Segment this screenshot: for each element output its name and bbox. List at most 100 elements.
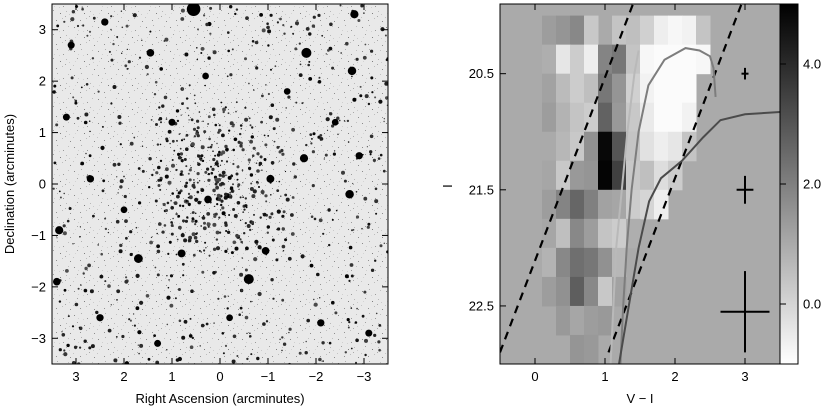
hess-cell (598, 73, 613, 104)
faint-star (236, 201, 241, 205)
sky-y-tick-label: 2 (39, 74, 46, 89)
faint-star (316, 272, 320, 277)
faint-star (66, 219, 70, 223)
faint-star (170, 199, 173, 202)
faint-star (74, 302, 79, 307)
faint-star (198, 111, 201, 113)
faint-star (191, 217, 195, 221)
faint-star (61, 333, 66, 337)
faint-star (221, 206, 225, 210)
faint-star (212, 188, 216, 193)
hess-cell (542, 247, 557, 278)
faint-star (128, 318, 131, 321)
faint-star (267, 135, 270, 137)
faint-star (212, 150, 214, 152)
faint-star (158, 118, 161, 121)
bright-star (317, 319, 325, 327)
faint-star (139, 300, 144, 305)
faint-star (224, 344, 228, 347)
faint-star (166, 275, 168, 277)
faint-star (249, 332, 251, 335)
faint-star (244, 204, 248, 208)
faint-star (298, 42, 301, 45)
faint-star (255, 243, 258, 246)
faint-star (347, 242, 350, 244)
faint-star (185, 181, 189, 185)
faint-star (328, 341, 332, 345)
faint-star (85, 152, 87, 155)
faint-star (224, 249, 228, 253)
faint-star (205, 322, 209, 326)
faint-star (279, 338, 281, 341)
faint-star (291, 196, 295, 199)
faint-star (193, 235, 198, 240)
faint-star (212, 157, 216, 162)
faint-star (119, 143, 122, 146)
faint-star (227, 31, 230, 34)
faint-star (206, 212, 211, 216)
faint-star (218, 124, 221, 127)
faint-star (295, 21, 299, 26)
bright-star (177, 249, 186, 258)
faint-star (70, 17, 75, 22)
faint-star (188, 168, 192, 172)
faint-star (226, 248, 229, 250)
bright-star (67, 41, 75, 49)
faint-star (153, 169, 155, 171)
faint-star (88, 346, 92, 350)
faint-star (63, 352, 68, 357)
faint-star (184, 184, 188, 188)
faint-star (241, 169, 244, 171)
faint-star (80, 284, 82, 286)
faint-star (203, 221, 206, 225)
faint-star (232, 148, 235, 152)
bright-star (55, 226, 64, 235)
hess-cell (570, 73, 585, 104)
faint-star (159, 179, 163, 182)
faint-star (190, 289, 194, 294)
faint-star (209, 145, 213, 149)
faint-star (158, 106, 161, 109)
faint-star (224, 144, 228, 149)
faint-star (249, 228, 252, 232)
hess-cell (556, 73, 571, 104)
faint-star (256, 152, 260, 156)
faint-star (226, 230, 231, 234)
faint-star (331, 124, 335, 128)
faint-star (169, 274, 174, 278)
faint-star (335, 209, 338, 212)
hess-cell (668, 44, 683, 75)
hess-cell (584, 131, 599, 162)
faint-star (77, 287, 80, 290)
faint-star (209, 6, 213, 10)
faint-star (66, 343, 70, 348)
faint-star (256, 356, 260, 361)
faint-star (186, 107, 189, 110)
faint-star (153, 93, 157, 96)
faint-star (360, 4, 364, 8)
faint-star (194, 219, 198, 223)
faint-star (333, 150, 336, 152)
hess-cell (626, 189, 641, 220)
faint-star (321, 341, 325, 345)
faint-star (248, 166, 252, 170)
faint-star (244, 315, 249, 320)
faint-star (350, 307, 353, 309)
faint-star (194, 197, 199, 202)
faint-star (76, 24, 80, 28)
hess-y-tick-label: 22.5 (469, 298, 494, 313)
faint-star (56, 24, 60, 28)
faint-star (200, 159, 203, 162)
faint-star (232, 240, 237, 245)
faint-star (214, 212, 218, 216)
faint-star (191, 336, 194, 340)
faint-star (176, 119, 180, 123)
faint-star (344, 351, 347, 354)
hess-cell (640, 15, 655, 46)
faint-star (305, 143, 308, 147)
faint-star (52, 90, 56, 94)
faint-star (272, 127, 276, 131)
faint-star (187, 172, 190, 175)
faint-star (284, 238, 288, 242)
